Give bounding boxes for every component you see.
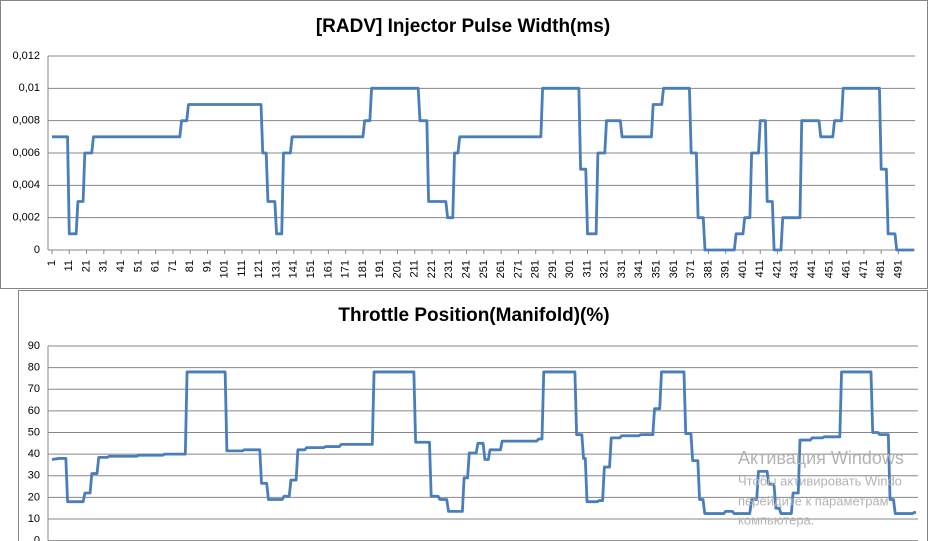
x-tick-label: 441: [806, 260, 818, 278]
x-tick-label: 171: [340, 260, 352, 278]
x-tick-label: 161: [322, 260, 334, 278]
watermark-title: Активация Windows: [738, 448, 904, 468]
x-tick-label: 251: [478, 260, 490, 278]
x-tick-label: 191: [374, 260, 386, 278]
x-tick-label: 411: [754, 260, 766, 278]
y-tick-label: 0,004: [12, 179, 40, 191]
x-tick-label: 111: [236, 260, 248, 277]
x-tick-label: 141: [288, 260, 300, 278]
x-tick-label: 361: [668, 260, 680, 278]
x-tick-label: 491: [892, 260, 904, 278]
y-tick-label: 50: [28, 426, 40, 438]
x-tick-label: 421: [771, 260, 783, 278]
y-tick-label: 20: [28, 491, 40, 503]
x-tick-label: 131: [270, 260, 282, 278]
y-tick-label: 0,006: [12, 147, 40, 159]
x-tick-label: 151: [305, 260, 317, 278]
x-tick-label: 331: [616, 260, 628, 278]
chart-title: Throttle Position(Manifold)(%): [338, 305, 609, 326]
y-tick-label: 30: [28, 470, 40, 482]
y-tick-label: 80: [28, 362, 40, 374]
x-tick-label: 401: [737, 260, 749, 278]
x-tick-label: 211: [409, 260, 421, 278]
y-tick-label: 0: [34, 244, 40, 256]
x-tick-label: 311: [581, 260, 593, 278]
x-tick-label: 71: [167, 260, 179, 272]
x-tick-label: 471: [858, 260, 870, 278]
x-tick-label: 261: [495, 260, 507, 278]
y-tick-label: 70: [28, 383, 40, 395]
data-line: [51, 370, 916, 515]
x-tick-label: 391: [720, 260, 732, 278]
x-tick-label: 21: [80, 260, 92, 272]
x-tick-label: 201: [391, 260, 403, 278]
x-tick-label: 371: [685, 260, 697, 278]
x-tick-label: 481: [875, 260, 887, 278]
chart-title: [RADV] Injector Pulse Width(ms): [316, 16, 610, 37]
x-tick-label: 301: [564, 260, 576, 278]
x-tick-label: 51: [132, 260, 144, 272]
watermark-line: Чтобы активировать Windo: [738, 473, 902, 488]
x-tick-label: 41: [115, 260, 127, 272]
x-tick-label: 351: [651, 260, 663, 278]
y-tick-label: 90: [28, 340, 40, 352]
x-tick-label: 61: [150, 260, 162, 272]
x-tick-label: 281: [530, 260, 542, 278]
y-tick-label: 0,002: [12, 212, 40, 224]
x-tick-label: 431: [789, 260, 801, 278]
y-tick-label: 0: [34, 535, 40, 541]
x-tick-label: 321: [599, 260, 611, 278]
y-tick-label: 0,012: [12, 50, 40, 62]
y-tick-label: 40: [28, 448, 40, 460]
x-tick-label: 1: [46, 260, 58, 266]
x-tick-label: 181: [357, 260, 369, 278]
x-tick-label: 101: [219, 260, 231, 278]
x-tick-label: 121: [253, 260, 265, 278]
x-tick-label: 231: [443, 260, 455, 278]
watermark-line: компьютера.: [738, 512, 814, 527]
y-tick-label: 10: [28, 513, 40, 525]
x-tick-label: 91: [201, 260, 213, 272]
x-tick-label: 81: [184, 260, 196, 272]
x-tick-label: 381: [702, 260, 714, 278]
x-tick-label: 341: [633, 260, 645, 278]
x-tick-label: 241: [460, 260, 472, 278]
x-tick-label: 221: [426, 260, 438, 278]
x-tick-label: 31: [98, 260, 110, 272]
y-tick-label: 60: [28, 405, 40, 417]
x-tick-label: 11: [63, 260, 75, 271]
x-tick-label: 461: [841, 260, 853, 278]
y-tick-label: 0,01: [19, 82, 40, 94]
x-tick-label: 291: [547, 260, 559, 278]
watermark-line: перейдите к параметрам: [738, 493, 889, 508]
y-tick-label: 0,008: [12, 115, 40, 127]
data-line: [52, 86, 914, 252]
chart-frame: [0, 0, 928, 289]
x-tick-label: 271: [512, 260, 524, 278]
x-tick-label: 451: [823, 260, 835, 278]
